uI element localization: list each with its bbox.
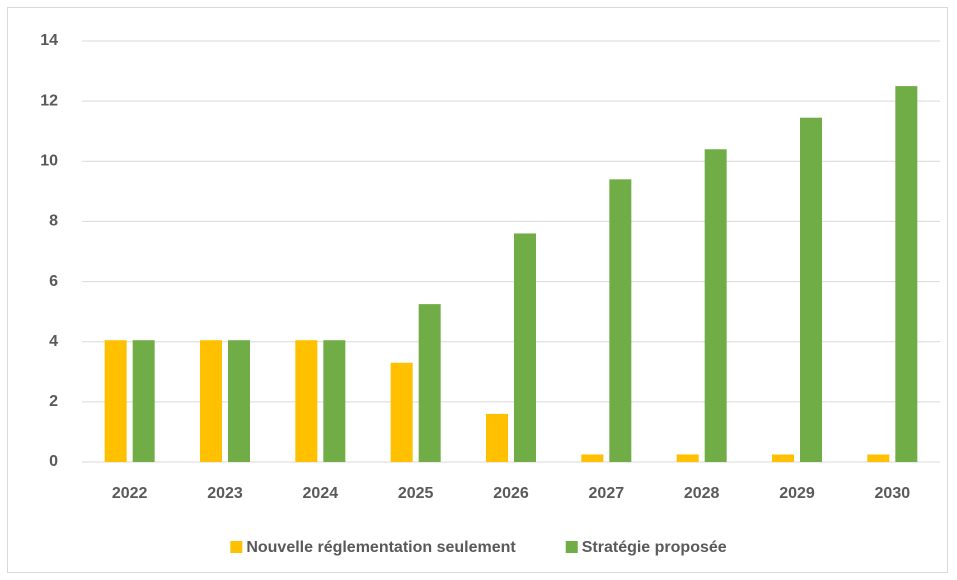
bar bbox=[895, 86, 918, 462]
x-tick-label: 2030 bbox=[875, 485, 911, 502]
legend-swatch bbox=[565, 541, 578, 553]
y-tick-label: 12 bbox=[40, 92, 58, 109]
x-tick-label: 2026 bbox=[493, 485, 529, 502]
bar bbox=[228, 340, 250, 462]
bar bbox=[132, 340, 155, 462]
legend-label: Stratégie proposée bbox=[582, 539, 727, 556]
x-tick-label: 2027 bbox=[589, 485, 625, 502]
y-tick-label: 2 bbox=[49, 393, 58, 410]
chart-frame bbox=[7, 7, 948, 573]
x-tick-label: 2023 bbox=[207, 485, 243, 502]
x-tick-label: 2022 bbox=[112, 485, 148, 502]
y-tick-label: 10 bbox=[40, 153, 58, 170]
bar bbox=[200, 340, 222, 462]
bar bbox=[390, 362, 413, 462]
legend-label: Nouvelle réglementation seulement bbox=[246, 539, 516, 556]
x-tick-label: 2028 bbox=[684, 485, 720, 502]
y-tick-label: 14 bbox=[40, 32, 58, 49]
x-tick-label: 2025 bbox=[398, 485, 434, 502]
y-tick-label: 8 bbox=[49, 213, 58, 230]
bar bbox=[295, 340, 318, 462]
bar bbox=[772, 454, 794, 462]
bar bbox=[609, 179, 632, 463]
bar bbox=[676, 454, 699, 462]
bar bbox=[323, 340, 346, 462]
y-tick-label: 6 bbox=[49, 273, 58, 290]
legend-swatch bbox=[230, 541, 243, 553]
x-tick-label: 2024 bbox=[303, 485, 339, 502]
bar bbox=[514, 233, 536, 462]
bar bbox=[418, 304, 441, 462]
bar bbox=[704, 149, 727, 462]
bar bbox=[867, 454, 890, 462]
y-tick-label: 4 bbox=[49, 333, 58, 350]
x-tick-label: 2029 bbox=[779, 485, 815, 502]
y-tick-label: 0 bbox=[49, 453, 58, 470]
bar bbox=[581, 454, 604, 462]
bar bbox=[800, 117, 822, 463]
bar bbox=[104, 340, 127, 462]
bar bbox=[486, 413, 508, 462]
